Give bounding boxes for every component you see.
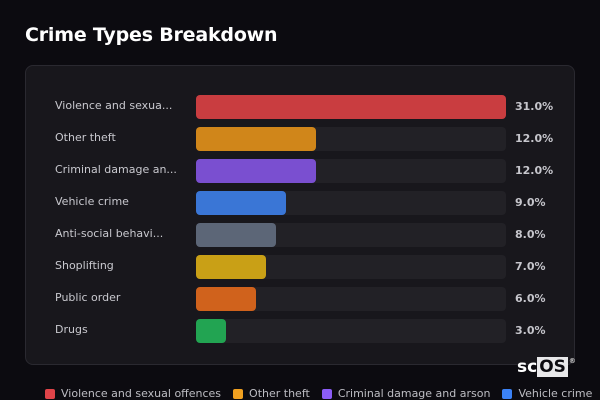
bar-track bbox=[196, 127, 506, 151]
bar-row: Vehicle crime 9.0% bbox=[26, 191, 576, 215]
bar-label: Vehicle crime bbox=[55, 195, 129, 208]
bar-row: Shoplifting 7.0% bbox=[26, 255, 576, 279]
legend-swatch-icon bbox=[502, 388, 513, 399]
bar-row: Criminal damage an... 12.0% bbox=[26, 159, 576, 183]
legend-swatch-icon bbox=[321, 388, 332, 399]
legend-label: Other theft bbox=[249, 387, 310, 400]
legend-label: Criminal damage and arson bbox=[337, 387, 491, 400]
legend-swatch-icon bbox=[45, 388, 55, 399]
legend-item[interactable]: Vehicle crime bbox=[502, 387, 592, 400]
legend-item[interactable]: Criminal damage and arson bbox=[321, 387, 491, 400]
bar[interactable] bbox=[196, 319, 226, 343]
bar[interactable] bbox=[196, 287, 256, 311]
bar-value: 12.0% bbox=[515, 164, 554, 177]
bar-value: 8.0% bbox=[515, 228, 546, 241]
bar-track bbox=[196, 287, 506, 311]
bar-label: Other theft bbox=[55, 131, 116, 144]
chart-card: Violence and sexua... 31.0% Other theft 12.… bbox=[25, 65, 575, 365]
bar-track bbox=[196, 319, 506, 343]
watermark-logo: sc OS ® bbox=[517, 357, 576, 377]
chart-legend: Violence and sexual offences Other theft C… bbox=[45, 387, 592, 400]
bar-track bbox=[196, 255, 506, 279]
legend-item[interactable]: Violence and sexual offences bbox=[45, 387, 221, 400]
bar-value: 9.0% bbox=[515, 196, 546, 209]
bar[interactable] bbox=[196, 95, 506, 119]
bar[interactable] bbox=[196, 191, 286, 215]
bar-value: 31.0% bbox=[515, 100, 554, 113]
legend-item[interactable]: Other theft bbox=[233, 387, 310, 400]
bar-row: Anti-social behavi... 8.0% bbox=[26, 223, 576, 247]
bar-row: Drugs 3.0% bbox=[26, 319, 576, 343]
bar-value: 7.0% bbox=[515, 260, 546, 273]
bar-track bbox=[196, 159, 506, 183]
bar-value: 6.0% bbox=[515, 292, 546, 305]
bar[interactable] bbox=[196, 255, 266, 279]
bar-row: Violence and sexua... 31.0% bbox=[26, 95, 576, 119]
bar-track bbox=[196, 223, 506, 247]
bar-label: Anti-social behavi... bbox=[55, 227, 164, 240]
bar-label: Violence and sexua... bbox=[55, 99, 173, 112]
legend-swatch-icon bbox=[233, 388, 244, 399]
bar[interactable] bbox=[196, 127, 316, 151]
bar[interactable] bbox=[196, 159, 316, 183]
bar-label: Drugs bbox=[55, 323, 88, 336]
legend-label: Vehicle crime bbox=[518, 387, 593, 400]
legend-label: Violence and sexual offences bbox=[61, 387, 222, 400]
bar-label: Public order bbox=[55, 291, 121, 304]
bar-track bbox=[196, 191, 506, 215]
bar-track bbox=[196, 95, 506, 119]
bar-label: Criminal damage an... bbox=[55, 163, 177, 176]
bar-row: Other theft 12.0% bbox=[26, 127, 576, 151]
bar-row: Public order 6.0% bbox=[26, 287, 576, 311]
bar-label: Shoplifting bbox=[55, 259, 114, 272]
chart-title: Crime Types Breakdown bbox=[25, 24, 278, 46]
bar[interactable] bbox=[196, 223, 276, 247]
bar-value: 3.0% bbox=[515, 324, 546, 337]
bar-value: 12.0% bbox=[515, 132, 554, 145]
